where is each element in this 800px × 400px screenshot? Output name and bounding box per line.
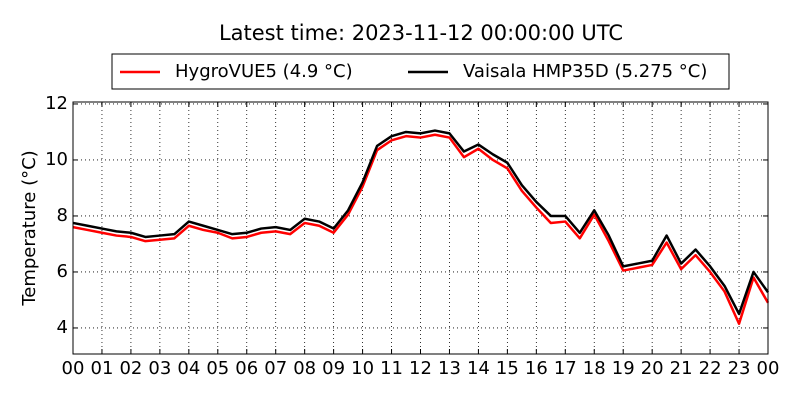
- series-line: [72, 133, 770, 326]
- y-tick-label: 10: [45, 149, 68, 170]
- x-tick-label: 20: [641, 358, 664, 379]
- x-tick-label: 02: [119, 358, 142, 379]
- plot-frame: [72, 101, 769, 355]
- x-tick-label: 17: [554, 358, 577, 379]
- x-tick-label: 04: [177, 358, 200, 379]
- y-tick-label: 12: [45, 93, 68, 114]
- x-tick-label: 08: [293, 358, 316, 379]
- x-tick-label: 19: [612, 358, 635, 379]
- x-tick-label: 21: [670, 358, 693, 379]
- x-tick-label: 00: [757, 358, 780, 379]
- x-tick-label: 07: [264, 358, 287, 379]
- chart-title: Latest time: 2023-11-12 00:00:00 UTC: [219, 21, 623, 45]
- x-tick-label: 00: [62, 358, 85, 379]
- x-tick-label: 12: [409, 358, 432, 379]
- x-tick-label: 16: [525, 358, 548, 379]
- legend-label: HygroVUE5 (4.9 °C): [175, 61, 353, 82]
- x-tick-label: 22: [699, 358, 722, 379]
- x-tick-label: 23: [728, 358, 751, 379]
- x-tick-label: 15: [496, 358, 519, 379]
- series-line: [72, 129, 770, 316]
- y-tick-label: 8: [57, 205, 68, 226]
- y-tick-label: 4: [57, 317, 68, 338]
- x-tick-label: 10: [351, 358, 374, 379]
- y-axis-label: Temperature (°C): [19, 150, 40, 306]
- x-tick-label: 13: [438, 358, 461, 379]
- x-tick-label: 09: [322, 358, 345, 379]
- x-tick-label: 05: [206, 358, 229, 379]
- x-tick-label: 01: [91, 358, 114, 379]
- x-tick-label: 11: [380, 358, 403, 379]
- x-tick-label: 03: [148, 358, 171, 379]
- x-tick-label: 14: [467, 358, 490, 379]
- x-tick-label: 06: [235, 358, 258, 379]
- x-tick-label: 18: [583, 358, 606, 379]
- y-tick-label: 6: [57, 261, 68, 282]
- legend-label: Vaisala HMP35D (5.275 °C): [463, 61, 707, 82]
